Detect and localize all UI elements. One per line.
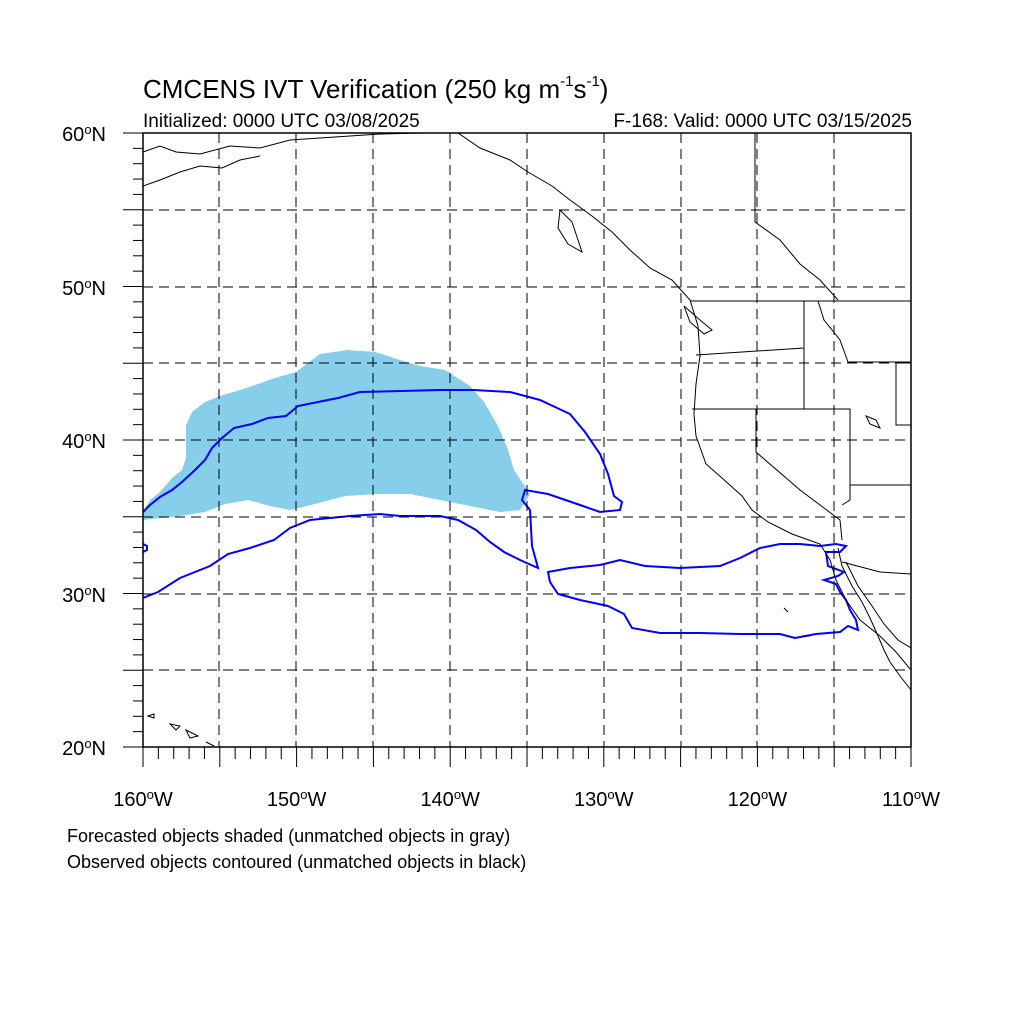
lon-label: 150oW [266, 787, 327, 811]
forecast-note: Forecasted objects shaded (unmatched obj… [67, 826, 511, 846]
alaska-coastline [143, 133, 421, 155]
alaska-island [143, 155, 261, 187]
observed-note: Observed objects contoured (unmatched ob… [67, 852, 527, 872]
lat-label: 40oN [62, 429, 106, 453]
small-islands [783, 415, 882, 637]
lat-label: 50oN [62, 275, 106, 300]
lon-label: 120oW [727, 787, 788, 811]
lat-label: 20oN [62, 736, 106, 760]
observed-ivt-object-edge [143, 543, 148, 553]
baja-coastline [837, 547, 911, 691]
valid-time: F-168: Valid: 0000 UTC 03/15/2025 [613, 111, 912, 132]
coastlines [143, 133, 911, 747]
lat-lon-grid [143, 133, 911, 747]
lon-label: 140oW [420, 787, 480, 811]
national-borders [690, 133, 911, 302]
lon-label: 160oW [113, 787, 173, 811]
state-borders [692, 300, 911, 541]
canada-islands [557, 208, 713, 335]
initialized-time: Initialized: 0000 UTC 03/08/2025 [143, 111, 420, 132]
north-america-coastline [457, 133, 911, 671]
lat-label: 60oN [62, 122, 106, 146]
mexico-border [841, 561, 911, 575]
axis-ticks [123, 132, 912, 767]
observed-ivt-object-lower [546, 542, 860, 640]
map-title: CMCENS IVT Verification (250 kg m-1s-1) [143, 73, 609, 104]
lat-label: 30oN [62, 582, 106, 607]
gulf-coastline [845, 561, 911, 649]
lon-label: 110oW [881, 787, 941, 811]
lon-label: 130oW [574, 787, 634, 811]
hawaii-islands [146, 713, 215, 747]
forecast-ivt-object [143, 350, 530, 520]
